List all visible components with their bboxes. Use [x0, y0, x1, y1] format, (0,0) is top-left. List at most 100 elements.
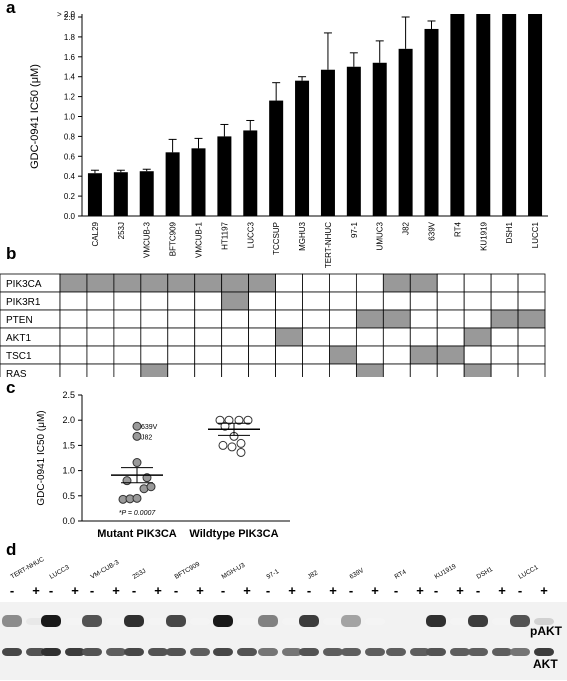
lane-minus-sign: -: [174, 583, 178, 598]
data-point: [227, 442, 237, 452]
mutation-cell: [463, 363, 492, 377]
mutation-cell: [167, 309, 196, 329]
lane-minus-sign: -: [307, 583, 311, 598]
bar: [372, 62, 387, 216]
bar: [476, 14, 491, 216]
mutation-cell: [382, 273, 411, 293]
y-tick-label: 0.0: [62, 516, 75, 526]
ic50-scatter-plot: 0.0 0.5 1.0 1.5 2.0 2.5 GDC-0941 IC50 (μM) Muta…: [36, 390, 290, 540]
y-tick-label: 0.2: [64, 192, 76, 201]
mutation-cell: [302, 291, 330, 311]
mutation-cell: [194, 363, 223, 377]
x-tick-label: CAL29: [91, 221, 100, 246]
mutation-cell: [517, 363, 546, 377]
lane-plus-sign: +: [498, 583, 506, 598]
lane-minus-sign: -: [394, 583, 398, 598]
blot-band: [468, 615, 488, 627]
y-tick-label: 0.4: [64, 172, 76, 181]
blot-band: [450, 618, 470, 625]
lane-minus-sign: -: [476, 583, 480, 598]
mutation-cell: [86, 363, 115, 377]
x-tick-label: KU1919: [479, 221, 488, 250]
blot-band: [41, 615, 61, 627]
cell-line-label: LUCC1: [518, 564, 540, 581]
lane-plus-sign: +: [71, 583, 79, 598]
x-tick-label: LUCC3: [246, 221, 255, 248]
mutation-cell: [382, 327, 411, 347]
blot-band: [299, 648, 319, 656]
blot-band: [534, 648, 554, 656]
y-tick-label: 1.8: [64, 33, 76, 42]
blot-band: [124, 615, 144, 627]
bar: [320, 69, 335, 216]
mutation-cell: [436, 363, 465, 377]
mutation-cell: [409, 327, 438, 347]
blot-band: [148, 648, 168, 656]
mutation-cell: [275, 327, 303, 347]
cell-line-label: 639V: [349, 567, 366, 581]
lane-minus-sign: -: [49, 583, 53, 598]
mutation-cell: [167, 291, 196, 311]
mutation-cell: [59, 363, 88, 377]
lane-plus-sign: +: [540, 583, 548, 598]
mutation-cell: [59, 291, 88, 311]
group-label: Wildtype PIK3CA: [189, 528, 278, 540]
mutation-cell: [302, 345, 330, 365]
mutation-cell: [463, 345, 492, 365]
blot-band: [124, 648, 144, 656]
mutation-cell: [248, 291, 276, 311]
mutation-cell: [329, 345, 357, 365]
bar: [165, 152, 180, 216]
mutation-cell: [490, 291, 519, 311]
mutation-cell: [113, 345, 142, 365]
bar: [191, 148, 206, 216]
mutation-cell: [382, 363, 411, 377]
mutation-cell: [436, 345, 465, 365]
x-tick-label: VMCUB-1: [195, 221, 204, 258]
data-point: [243, 415, 253, 425]
mutation-table: PIK3CA PIK3R1 PTEN AKT1 TSC1 RAS: [0, 273, 546, 377]
blot-band: [341, 648, 361, 656]
y-tick-label: 0.0: [64, 212, 76, 221]
blot-band: [299, 615, 319, 627]
x-tick-label: VMCUB-3: [143, 221, 152, 258]
mutation-cell: [490, 327, 519, 347]
blot-band: [386, 648, 406, 656]
mutation-cell: [194, 327, 223, 347]
lane-plus-sign: +: [371, 583, 379, 598]
lane-plus-sign: +: [329, 583, 337, 598]
blot-band: [282, 618, 302, 625]
blot-band: [213, 615, 233, 627]
lane-minus-sign: -: [90, 583, 94, 598]
mutation-cell: [59, 345, 88, 365]
y-tick-label-overflow: > 2.0: [57, 10, 76, 19]
bar: [346, 66, 361, 216]
x-tick-label: TCCSUP: [272, 222, 281, 255]
mutation-cell: [329, 363, 357, 377]
mutation-cell: [517, 291, 546, 311]
lane-plus-sign: +: [32, 583, 40, 598]
bar: [113, 172, 128, 216]
x-tick-label: 253J: [117, 222, 126, 239]
y-tick-label: 1.0: [64, 113, 76, 122]
cell-line-label: DSH1: [476, 566, 495, 581]
blot-band: [426, 615, 446, 627]
mutation-cell: [275, 273, 303, 293]
blot-band: [106, 618, 126, 625]
mutation-cell: [436, 327, 465, 347]
cell-line-label: J82: [307, 569, 320, 580]
mutation-cell: [86, 327, 115, 347]
cell-line-label: VM-CUB-3: [90, 559, 121, 581]
blot-band: [65, 618, 85, 625]
data-point: [236, 447, 246, 457]
lane-plus-sign: +: [154, 583, 162, 598]
mutation-cell: [302, 309, 330, 329]
mutation-cell: [86, 291, 115, 311]
bar: [295, 80, 310, 217]
mutation-cell: [194, 273, 223, 293]
mutation-cell: [490, 309, 519, 329]
mutation-cell: [113, 327, 142, 347]
bar: [217, 136, 232, 216]
mutation-cell: [221, 273, 250, 293]
bar: [424, 28, 439, 216]
